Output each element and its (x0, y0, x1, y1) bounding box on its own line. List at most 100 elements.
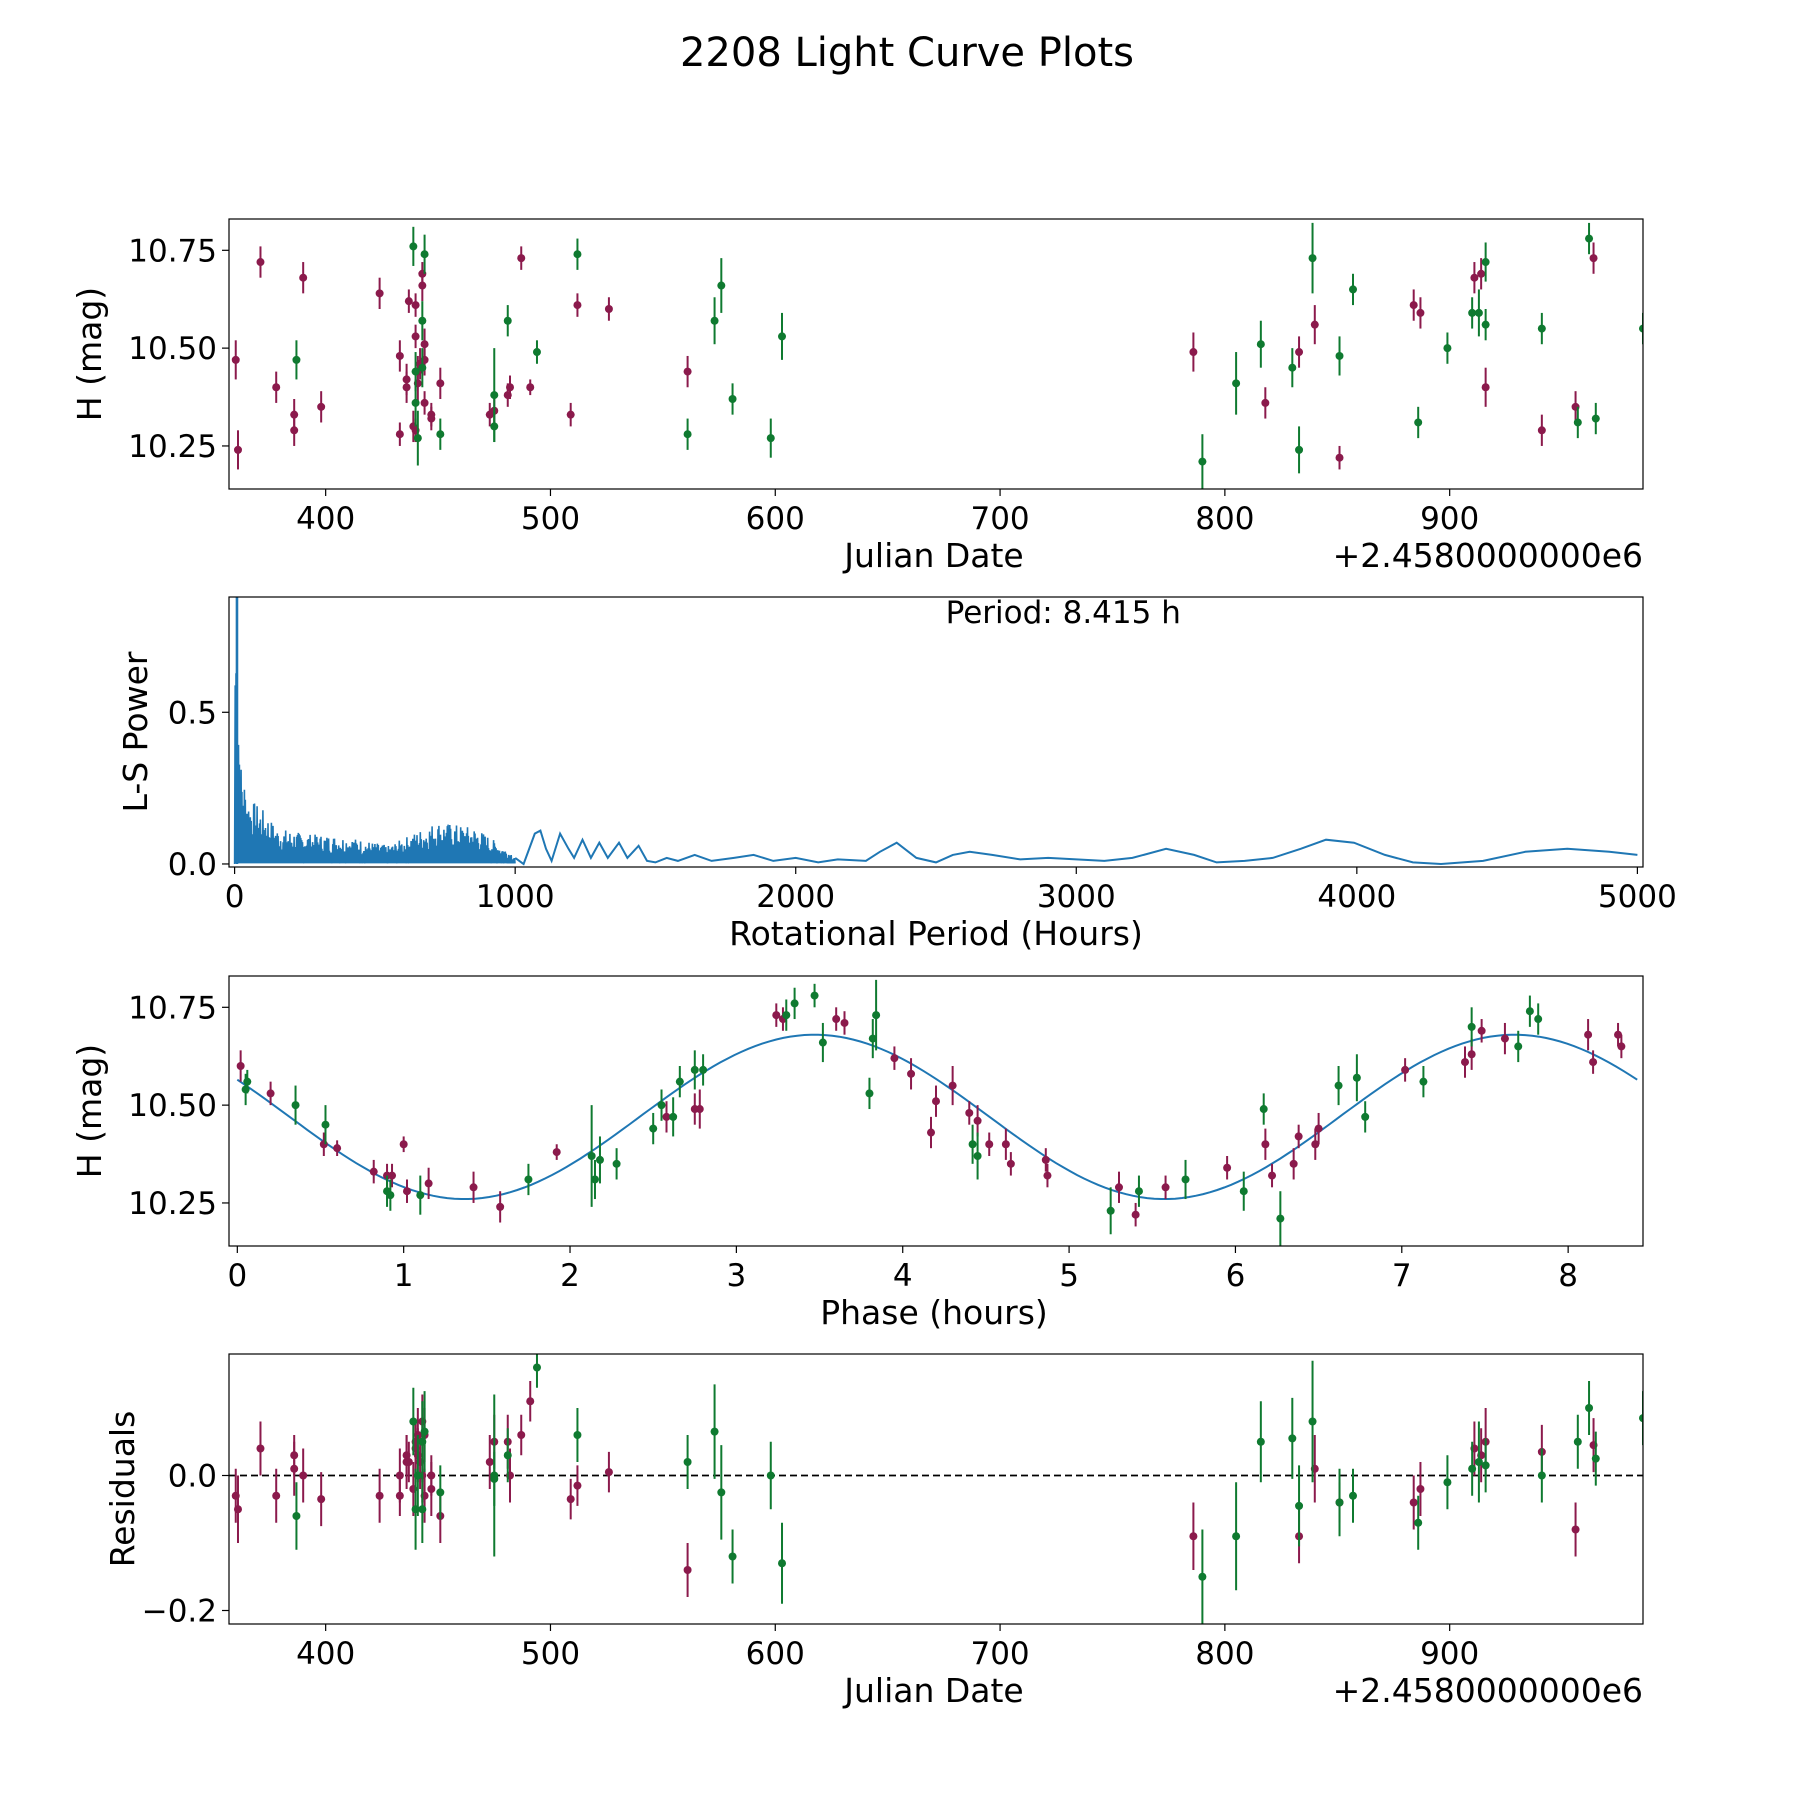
data-point-magenta (662, 1112, 671, 1121)
data-point-green (728, 395, 737, 403)
data-point-green (699, 1065, 708, 1074)
data-point-magenta (1310, 320, 1319, 329)
data-point-green (1414, 1518, 1423, 1527)
panel-residuals: 400 500 600 700 800 900 −0.2 0.0 Julian Date Resi… (103, 1353, 1644, 1710)
data-point-magenta (256, 258, 265, 267)
x-tick-label: 400 (296, 501, 355, 537)
data-point-magenta (1261, 1140, 1270, 1149)
subplot-panels: 400 500 600 700 800 90010.2510.5010.75Julian … (70, 218, 1677, 1710)
data-point-magenta (1584, 1030, 1593, 1039)
data-point-magenta (1189, 348, 1198, 357)
x-tick-label: 3 (727, 1258, 747, 1294)
data-point-green (868, 1034, 877, 1043)
y-tick-label: 0.5 (168, 695, 217, 731)
x-axis-label: Julian Date (842, 1671, 1024, 1710)
data-point-magenta (683, 1566, 692, 1574)
data-point-magenta (965, 1108, 974, 1117)
data-point-magenta (517, 1431, 526, 1439)
data-point-green (728, 1552, 737, 1561)
y-tick-label: 10.75 (128, 990, 217, 1026)
data-point-magenta (1477, 269, 1486, 278)
panel-periodogram: 0 1000 2000 3000 4000 5000 0.0 0.5 Rotational Pe… (116, 595, 1677, 953)
axes-frame (228, 1353, 1644, 1625)
data-point-magenta (402, 383, 411, 392)
x-axis-label: Phase (hours) (820, 1293, 1048, 1332)
data-point-green (1537, 1471, 1546, 1480)
data-point-green (1585, 1404, 1594, 1412)
y-tick-label: 10.25 (128, 1186, 217, 1222)
x-tick-label: 3000 (1037, 879, 1116, 915)
data-point-green (1481, 1461, 1490, 1470)
x-tick-label: 5 (1059, 1258, 1079, 1294)
data-point-magenta (1409, 1498, 1418, 1507)
data-point-magenta (1416, 308, 1425, 317)
x-tick-label: 600 (746, 1636, 805, 1672)
data-point-green (532, 1363, 541, 1372)
data-point-green (1288, 363, 1297, 372)
data-point-magenta (1223, 1163, 1232, 1172)
x-tick-label: 900 (1420, 501, 1479, 537)
data-point-magenta (1477, 1026, 1486, 1035)
data-point-magenta (290, 426, 299, 435)
x-tick-label: 5000 (1598, 879, 1677, 915)
y-tick-label: −0.2 (142, 1594, 217, 1630)
data-point-magenta (485, 1458, 494, 1466)
data-point-green (710, 316, 719, 325)
data-point-green (1537, 324, 1546, 333)
data-point-green (1276, 1214, 1285, 1223)
data-point-green (717, 1488, 726, 1497)
data-point-green (1106, 1206, 1115, 1215)
data-point-green (675, 1077, 684, 1086)
data-point-magenta (424, 1179, 433, 1188)
data-point-magenta (469, 1183, 478, 1192)
x-tick-label: 0 (227, 1258, 247, 1294)
data-point-green (1198, 457, 1207, 466)
data-point-green (818, 1038, 827, 1047)
data-point-green (1573, 418, 1582, 427)
data-point-magenta (1500, 1034, 1509, 1043)
x-axis-label: Rotational Period (Hours) (729, 914, 1143, 953)
data-point-green (1573, 1437, 1582, 1446)
data-point-green (418, 316, 427, 325)
data-point-magenta (266, 1089, 275, 1098)
data-point-magenta (1461, 1058, 1470, 1067)
data-point-magenta (404, 1458, 413, 1466)
data-point-magenta (402, 1187, 411, 1196)
data-point-magenta (1131, 1210, 1140, 1219)
data-point-magenta (317, 1495, 326, 1504)
data-point-magenta (985, 1140, 994, 1149)
data-point-green (418, 363, 427, 372)
data-point-magenta (1311, 1140, 1320, 1149)
data-point-green (1419, 1077, 1428, 1086)
plot-area-phase_fold (236, 979, 1638, 1246)
data-point-green (1134, 1187, 1143, 1196)
data-point-green (1239, 1187, 1248, 1196)
x-tick-label: 4 (893, 1258, 913, 1294)
data-point-magenta (1268, 1171, 1277, 1180)
data-point-green (1335, 351, 1344, 360)
data-point-magenta (290, 1464, 299, 1473)
data-point-green (790, 999, 799, 1008)
data-point-green (436, 1488, 445, 1497)
data-point-green (1639, 1414, 1643, 1423)
data-point-magenta (496, 1202, 505, 1211)
data-point-green (973, 1152, 982, 1160)
data-point-magenta (1481, 383, 1490, 392)
data-point-magenta (573, 1481, 582, 1490)
data-point-green (490, 1474, 499, 1483)
data-point-green (1443, 344, 1452, 353)
data-point-magenta (299, 1471, 308, 1480)
x-tick-label: 900 (1420, 1636, 1479, 1672)
data-point-green (1352, 1073, 1361, 1082)
data-point-magenta (1589, 254, 1598, 263)
data-point-magenta (231, 355, 240, 364)
x-tick-label: 500 (521, 1636, 580, 1672)
data-point-green (657, 1101, 666, 1110)
data-point-magenta (1161, 1183, 1170, 1192)
data-point-magenta (973, 1116, 982, 1125)
x-tick-label: 800 (1195, 1636, 1254, 1672)
data-point-green (690, 1065, 699, 1074)
data-point-magenta (1409, 301, 1418, 310)
data-point-green (1474, 308, 1483, 317)
data-point-magenta (907, 1069, 916, 1078)
